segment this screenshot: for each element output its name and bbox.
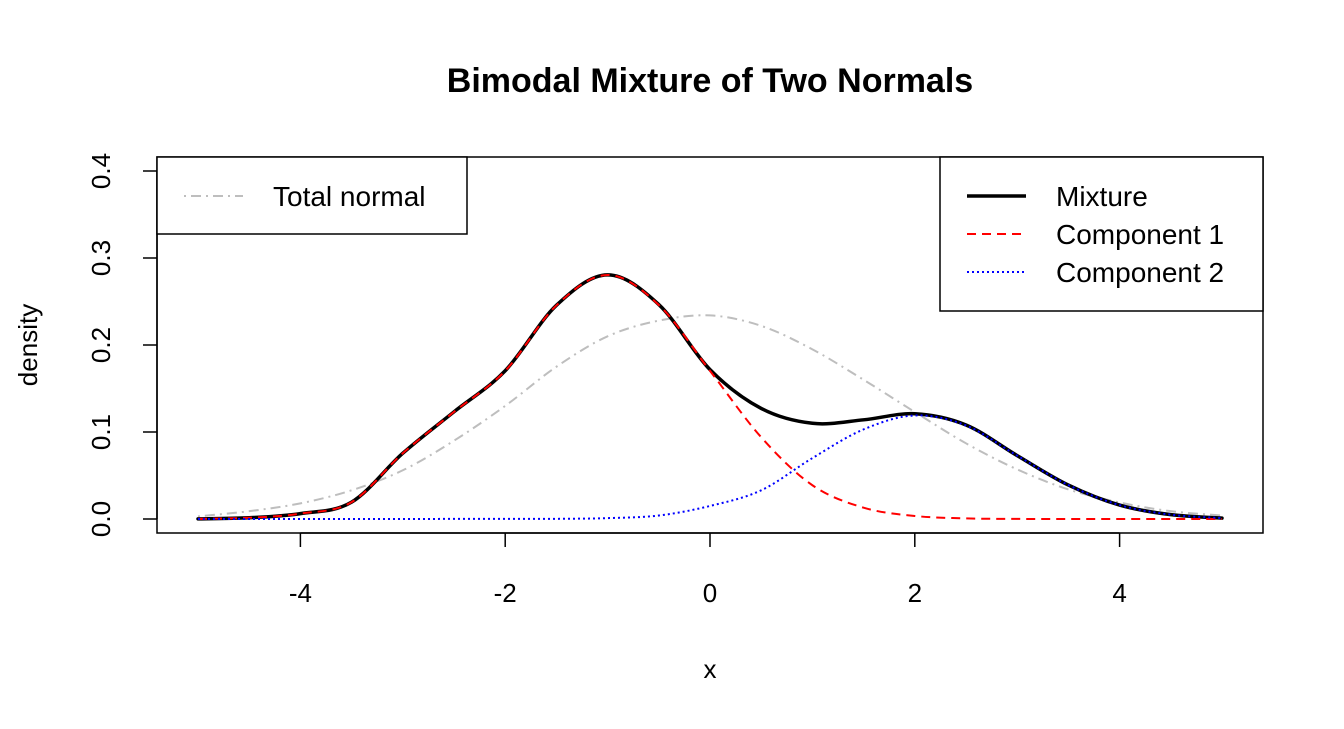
- legend-left: Total normal: [156, 156, 468, 235]
- y-tick-label: 0.0: [86, 501, 116, 537]
- y-tick-label: 0.2: [86, 327, 116, 363]
- x-axis-label: x: [704, 654, 717, 684]
- x-tick-label: -2: [494, 578, 517, 608]
- legend-label: Total normal: [273, 181, 426, 212]
- x-tick-label: 4: [1112, 578, 1126, 608]
- y-axis: 0.0 0.1 0.2 0.3 0.4: [86, 153, 158, 537]
- x-axis: -4 -2 0 2 4: [289, 532, 1127, 608]
- chart-title: Bimodal Mixture of Two Normals: [447, 62, 973, 100]
- y-tick-label: 0.3: [86, 240, 116, 276]
- x-tick-label: 0: [703, 578, 717, 608]
- y-tick-label: 0.1: [86, 414, 116, 450]
- legend-label: Mixture: [1056, 181, 1148, 212]
- legend-label: Component 1: [1056, 219, 1224, 250]
- series-line-component-1: [197, 273, 1222, 521]
- series-layer: [196, 273, 1224, 521]
- x-tick-label: 2: [908, 578, 922, 608]
- legend-right: Mixture Component 1 Component 2: [939, 156, 1264, 312]
- legend-box: [939, 156, 1264, 312]
- legend-label: Component 2: [1056, 257, 1224, 288]
- legend-box: [156, 156, 468, 235]
- x-tick-label: -4: [289, 578, 312, 608]
- y-axis-label: density: [13, 304, 43, 386]
- y-tick-label: 0.4: [86, 153, 116, 189]
- series-line-total-normal: [197, 314, 1223, 518]
